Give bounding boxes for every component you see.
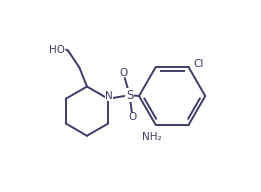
- Text: O: O: [129, 112, 137, 122]
- Text: NH₂: NH₂: [142, 132, 162, 142]
- Text: HO: HO: [49, 45, 65, 55]
- Text: S: S: [126, 89, 133, 102]
- Text: O: O: [120, 68, 128, 78]
- Text: N: N: [105, 91, 113, 101]
- Text: Cl: Cl: [193, 60, 204, 70]
